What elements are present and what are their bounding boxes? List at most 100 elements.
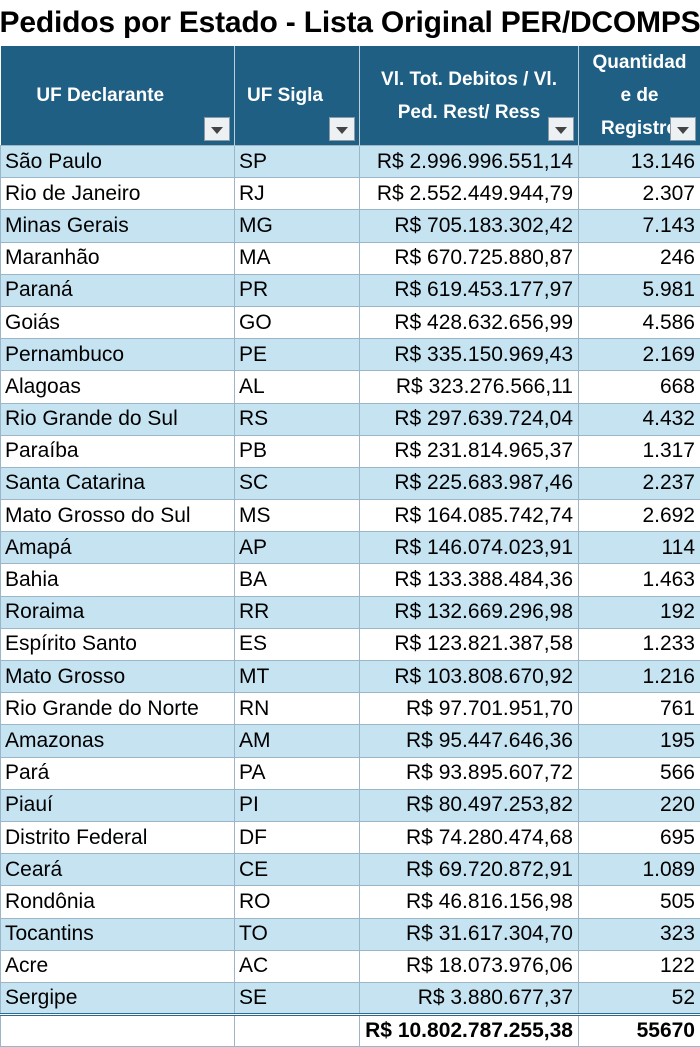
qtd-cell[interactable]: 122 <box>578 949 700 983</box>
uf-cell[interactable]: Roraima <box>0 595 235 629</box>
filter-dropdown-icon[interactable] <box>670 117 696 141</box>
valor-cell[interactable]: R$ 231.814.965,37 <box>359 434 579 468</box>
valor-cell[interactable]: R$ 225.683.987,46 <box>359 466 579 501</box>
sigla-cell[interactable]: TO <box>234 917 360 951</box>
total-sigla-cell[interactable] <box>234 1013 360 1047</box>
uf-cell[interactable]: Paraíba <box>0 434 235 468</box>
sigla-cell[interactable]: ES <box>234 627 360 662</box>
sigla-cell[interactable]: PA <box>234 756 360 790</box>
uf-cell[interactable]: Mato Grosso <box>0 659 235 694</box>
sigla-cell[interactable]: RR <box>234 595 360 629</box>
uf-cell[interactable]: São Paulo <box>0 144 235 179</box>
uf-cell[interactable]: Tocantins <box>0 917 235 951</box>
uf-cell[interactable]: Rio Grande do Sul <box>0 402 235 436</box>
sigla-cell[interactable]: PB <box>234 434 360 468</box>
valor-cell[interactable]: R$ 3.880.677,37 <box>359 981 579 1016</box>
qtd-cell[interactable]: 695 <box>578 820 700 855</box>
filter-dropdown-icon[interactable] <box>548 117 574 141</box>
qtd-cell[interactable]: 1.216 <box>578 659 700 694</box>
qtd-cell[interactable]: 4.432 <box>578 402 700 436</box>
valor-cell[interactable]: R$ 2.996.996.551,14 <box>359 144 579 179</box>
qtd-cell[interactable]: 7.143 <box>578 209 700 243</box>
valor-cell[interactable]: R$ 123.821.387,58 <box>359 627 579 662</box>
total-qtd-cell[interactable]: 55670 <box>578 1013 700 1047</box>
valor-cell[interactable]: R$ 323.276.566,11 <box>359 370 579 404</box>
sigla-cell[interactable]: SE <box>234 981 360 1016</box>
sigla-cell[interactable]: PR <box>234 273 360 307</box>
uf-cell[interactable]: Santa Catarina <box>0 466 235 501</box>
qtd-cell[interactable]: 761 <box>578 692 700 726</box>
valor-cell[interactable]: R$ 97.701.951,70 <box>359 692 579 726</box>
valor-cell[interactable]: R$ 93.895.607,72 <box>359 756 579 790</box>
sigla-cell[interactable]: PI <box>234 788 360 822</box>
total-uf-cell[interactable] <box>0 1013 235 1047</box>
qtd-cell[interactable]: 5.981 <box>578 273 700 307</box>
sigla-cell[interactable]: MT <box>234 659 360 694</box>
qtd-cell[interactable]: 13.146 <box>578 144 700 179</box>
uf-cell[interactable]: Alagoas <box>0 370 235 404</box>
valor-cell[interactable]: R$ 619.453.177,97 <box>359 273 579 307</box>
uf-cell[interactable]: Ceará <box>0 853 235 887</box>
qtd-cell[interactable]: 1.463 <box>578 563 700 597</box>
qtd-cell[interactable]: 192 <box>578 595 700 629</box>
uf-cell[interactable]: Sergipe <box>0 981 235 1016</box>
sigla-cell[interactable]: BA <box>234 563 360 597</box>
sigla-cell[interactable]: MS <box>234 499 360 533</box>
valor-cell[interactable]: R$ 31.617.304,70 <box>359 917 579 951</box>
valor-cell[interactable]: R$ 133.388.484,36 <box>359 563 579 597</box>
valor-cell[interactable]: R$ 670.725.880,87 <box>359 241 579 275</box>
qtd-cell[interactable]: 668 <box>578 370 700 404</box>
valor-cell[interactable]: R$ 132.669.296,98 <box>359 595 579 629</box>
sigla-cell[interactable]: RS <box>234 402 360 436</box>
qtd-cell[interactable]: 1.089 <box>578 853 700 887</box>
qtd-cell[interactable]: 195 <box>578 724 700 758</box>
valor-cell[interactable]: R$ 164.085.742,74 <box>359 499 579 533</box>
total-valor-cell[interactable]: R$ 10.802.787.255,38 <box>359 1013 579 1047</box>
sigla-cell[interactable]: CE <box>234 853 360 887</box>
uf-cell[interactable]: Maranhão <box>0 241 235 275</box>
uf-cell[interactable]: Rio de Janeiro <box>0 177 235 211</box>
filter-dropdown-icon[interactable] <box>329 117 355 141</box>
sigla-cell[interactable]: AM <box>234 724 360 758</box>
qtd-cell[interactable]: 246 <box>578 241 700 275</box>
sigla-cell[interactable]: RN <box>234 692 360 726</box>
uf-cell[interactable]: Paraná <box>0 273 235 307</box>
uf-cell[interactable]: Amazonas <box>0 724 235 758</box>
qtd-cell[interactable]: 114 <box>578 531 700 565</box>
valor-cell[interactable]: R$ 18.073.976,06 <box>359 949 579 983</box>
uf-cell[interactable]: Bahia <box>0 563 235 597</box>
qtd-cell[interactable]: 1.233 <box>578 627 700 662</box>
uf-cell[interactable]: Mato Grosso do Sul <box>0 499 235 533</box>
uf-cell[interactable]: Pará <box>0 756 235 790</box>
valor-cell[interactable]: R$ 705.183.302,42 <box>359 209 579 243</box>
valor-cell[interactable]: R$ 95.447.646,36 <box>359 724 579 758</box>
valor-cell[interactable]: R$ 74.280.474,68 <box>359 820 579 855</box>
sigla-cell[interactable]: MA <box>234 241 360 275</box>
uf-cell[interactable]: Goiás <box>0 305 235 340</box>
qtd-cell[interactable]: 52 <box>578 981 700 1016</box>
sigla-cell[interactable]: SP <box>234 144 360 179</box>
uf-cell[interactable]: Rio Grande do Norte <box>0 692 235 726</box>
qtd-cell[interactable]: 2.307 <box>578 177 700 211</box>
valor-cell[interactable]: R$ 335.150.969,43 <box>359 338 579 372</box>
qtd-cell[interactable]: 220 <box>578 788 700 822</box>
sigla-cell[interactable]: SC <box>234 466 360 501</box>
valor-cell[interactable]: R$ 2.552.449.944,79 <box>359 177 579 211</box>
qtd-cell[interactable]: 4.586 <box>578 305 700 340</box>
uf-cell[interactable]: Pernambuco <box>0 338 235 372</box>
valor-cell[interactable]: R$ 80.497.253,82 <box>359 788 579 822</box>
qtd-cell[interactable]: 2.237 <box>578 466 700 501</box>
qtd-cell[interactable]: 566 <box>578 756 700 790</box>
sigla-cell[interactable]: RO <box>234 885 360 919</box>
qtd-cell[interactable]: 505 <box>578 885 700 919</box>
sigla-cell[interactable]: AL <box>234 370 360 404</box>
qtd-cell[interactable]: 2.169 <box>578 338 700 372</box>
valor-cell[interactable]: R$ 69.720.872,91 <box>359 853 579 887</box>
sigla-cell[interactable]: AC <box>234 949 360 983</box>
valor-cell[interactable]: R$ 103.808.670,92 <box>359 659 579 694</box>
sigla-cell[interactable]: GO <box>234 305 360 340</box>
valor-cell[interactable]: R$ 297.639.724,04 <box>359 402 579 436</box>
valor-cell[interactable]: R$ 428.632.656,99 <box>359 305 579 340</box>
uf-cell[interactable]: Acre <box>0 949 235 983</box>
qtd-cell[interactable]: 1.317 <box>578 434 700 468</box>
